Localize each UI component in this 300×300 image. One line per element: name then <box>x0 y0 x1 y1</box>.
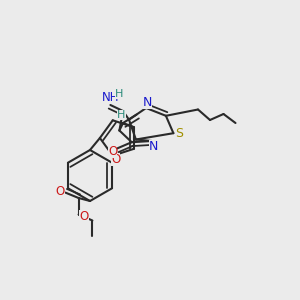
Text: H: H <box>117 110 126 120</box>
Text: H: H <box>115 88 123 99</box>
Text: N: N <box>148 140 158 153</box>
Text: O: O <box>108 145 117 158</box>
Text: O: O <box>80 209 88 223</box>
Text: NH: NH <box>102 91 119 104</box>
Text: S: S <box>175 127 183 140</box>
Text: O: O <box>56 184 64 198</box>
Text: O: O <box>111 153 120 166</box>
Text: N: N <box>143 96 152 109</box>
